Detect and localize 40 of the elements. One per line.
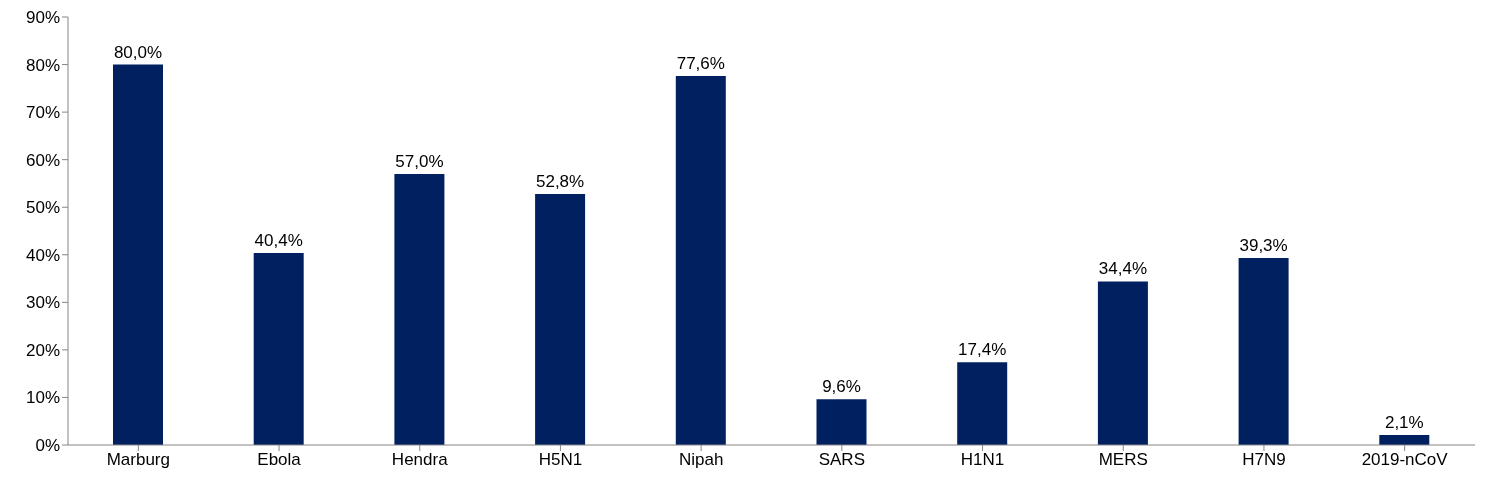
y-tick-label: 50% <box>25 198 60 218</box>
data-label: 34,4% <box>1098 259 1147 279</box>
y-tick-label: 0% <box>35 436 60 456</box>
bar <box>1097 281 1148 445</box>
x-tick-label: Ebola <box>257 450 302 470</box>
x-tick-label: H7N9 <box>1242 450 1286 470</box>
y-tick-label: 20% <box>25 340 60 360</box>
x-tick-label: Hendra <box>391 450 449 470</box>
y-tick-label: 80% <box>25 55 60 75</box>
x-tick-label: Nipah <box>678 450 724 470</box>
x-tick-label: SARS <box>818 450 865 470</box>
x-tick-label: 2019-nCoV <box>1361 450 1449 470</box>
data-label: 52,8% <box>536 171 585 191</box>
y-tick-label: 10% <box>25 388 60 408</box>
y-tick-label: 90% <box>25 8 60 28</box>
data-label: 2,1% <box>1384 413 1424 433</box>
x-tick-label: Marburg <box>106 450 171 470</box>
y-tick-label: 40% <box>25 245 60 265</box>
data-label: 80,0% <box>113 42 163 62</box>
data-label: 17,4% <box>958 340 1007 360</box>
bar <box>675 75 726 445</box>
bar <box>253 252 304 445</box>
y-tick-label: 70% <box>25 103 60 123</box>
data-label: 77,6% <box>676 53 725 73</box>
bar <box>816 399 867 445</box>
bar <box>1379 435 1430 445</box>
bar <box>394 173 445 445</box>
y-tick-label: 60% <box>25 150 60 170</box>
data-label: 40,4% <box>254 230 303 250</box>
bar <box>1238 258 1289 445</box>
y-tick-label: 30% <box>25 293 60 313</box>
data-label: 39,3% <box>1239 236 1288 256</box>
bar <box>957 362 1008 445</box>
data-label: 57,0% <box>395 151 444 171</box>
data-label: 9,6% <box>822 377 861 397</box>
x-tick-label: MERS <box>1098 450 1148 470</box>
x-tick-label: H5N1 <box>538 450 583 470</box>
bar <box>535 193 586 445</box>
bar <box>113 64 163 445</box>
x-tick-label: H1N1 <box>960 450 1005 470</box>
